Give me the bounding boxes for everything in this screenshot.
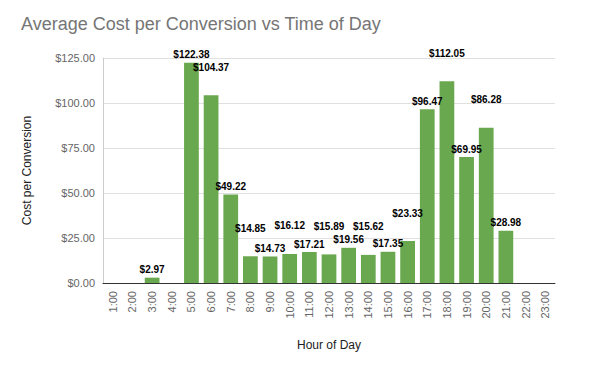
svg-text:$15.89: $15.89 (314, 221, 345, 232)
svg-text:$2.97: $2.97 (140, 264, 165, 275)
svg-text:$96.47: $96.47 (412, 96, 443, 107)
svg-text:$75.00: $75.00 (61, 142, 95, 154)
svg-text:$14.85: $14.85 (235, 223, 266, 234)
svg-text:Cost per Conversion: Cost per Conversion (20, 116, 34, 225)
svg-text:$49.22: $49.22 (215, 181, 246, 192)
svg-text:11:00: 11:00 (303, 291, 315, 318)
svg-text:5:00: 5:00 (185, 291, 197, 312)
svg-text:2:00: 2:00 (126, 291, 138, 312)
svg-text:23:00: 23:00 (539, 291, 551, 319)
svg-text:15:00: 15:00 (382, 291, 394, 319)
svg-text:8:00: 8:00 (244, 291, 256, 312)
svg-text:$14.73: $14.73 (255, 243, 286, 254)
svg-text:Hour of Day: Hour of Day (297, 338, 361, 352)
svg-text:6:00: 6:00 (205, 291, 217, 312)
svg-text:$23.33: $23.33 (392, 208, 423, 219)
svg-text:10:00: 10:00 (284, 291, 296, 319)
svg-text:$50.00: $50.00 (61, 187, 95, 199)
svg-text:9:00: 9:00 (264, 291, 276, 312)
svg-text:$17.35: $17.35 (373, 238, 404, 249)
svg-text:$16.12: $16.12 (274, 220, 305, 231)
svg-text:1:00: 1:00 (107, 291, 119, 312)
svg-text:22:00: 22:00 (520, 291, 532, 319)
svg-text:$17.21: $17.21 (294, 239, 325, 250)
svg-text:$122.38: $122.38 (173, 49, 210, 60)
svg-text:$69.95: $69.95 (451, 144, 482, 155)
svg-text:$125.00: $125.00 (55, 52, 95, 64)
svg-text:21:00: 21:00 (500, 291, 512, 319)
svg-text:4:00: 4:00 (166, 291, 178, 312)
svg-text:$15.62: $15.62 (353, 221, 384, 232)
svg-text:18:00: 18:00 (441, 291, 453, 319)
svg-text:20:00: 20:00 (480, 291, 492, 319)
svg-text:7:00: 7:00 (225, 291, 237, 312)
svg-text:$104.37: $104.37 (193, 62, 230, 73)
svg-text:$25.00: $25.00 (61, 232, 95, 244)
svg-text:3:00: 3:00 (146, 291, 158, 312)
svg-text:14:00: 14:00 (362, 291, 374, 319)
svg-text:$19.56: $19.56 (333, 234, 364, 245)
svg-text:$112.05: $112.05 (429, 48, 465, 59)
svg-text:13:00: 13:00 (343, 291, 355, 319)
svg-text:$28.98: $28.98 (491, 217, 522, 228)
svg-text:12:00: 12:00 (323, 291, 335, 319)
svg-text:16:00: 16:00 (402, 291, 414, 319)
svg-text:Average Cost per Conversion vs: Average Cost per Conversion vs Time of D… (21, 14, 381, 34)
svg-text:17:00: 17:00 (421, 291, 433, 319)
svg-text:$86.28: $86.28 (471, 94, 502, 105)
svg-text:$100.00: $100.00 (55, 97, 95, 109)
svg-text:19:00: 19:00 (461, 291, 473, 319)
svg-text:$0.00: $0.00 (67, 277, 95, 289)
